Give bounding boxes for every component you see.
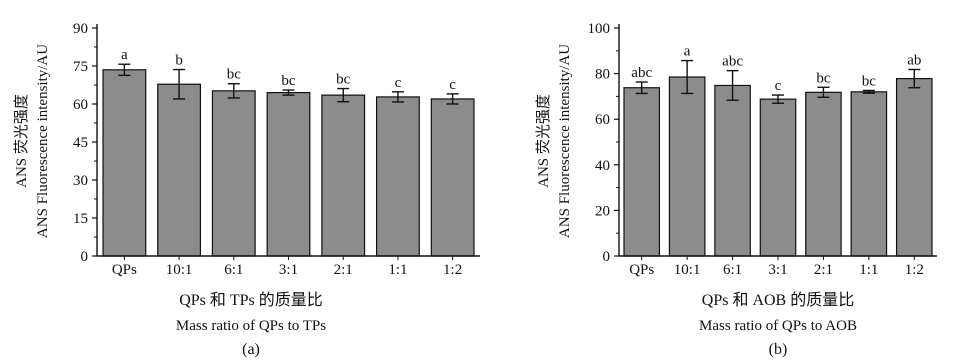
significance-label: bc [862, 73, 877, 89]
x-tick-label: 1:1 [388, 262, 407, 278]
significance-label: abc [722, 54, 743, 70]
x-tick-label: QPs [112, 262, 137, 278]
y-tick-label: 45 [73, 135, 88, 151]
x-tick-label: 2:1 [334, 262, 353, 278]
bar-group [102, 69, 475, 257]
significance-label: b [175, 53, 183, 69]
bar [714, 84, 751, 257]
bar-group [623, 76, 933, 257]
bar [895, 78, 933, 257]
bar [157, 83, 202, 257]
significance-label: bc [227, 67, 242, 83]
bar [430, 98, 475, 257]
significance-label: bc [336, 72, 351, 88]
y-tick-label: 60 [73, 97, 88, 113]
x-tick-label: 1:2 [443, 262, 462, 278]
y-axis-label-cn: ANS 荧光强度 [13, 94, 30, 188]
x-tick-label: 10:1 [166, 262, 193, 278]
chart-panel-a: a b bc bc bc c c 0 15 30 45 60 75 90 QPs 10:1 6:1 3:1 2:… [13, 21, 480, 358]
x-tick-group: QPs 10:1 6:1 3:1 2:1 1:1 1:2 [112, 256, 462, 278]
y-axis-label-en: ANS Fluorescence intensity/AU [557, 44, 573, 238]
y-tick-group: 0 20 40 60 80 100 [588, 21, 619, 265]
bar [211, 90, 256, 257]
significance-label: a [684, 44, 691, 60]
error-bar-group [118, 63, 459, 105]
y-tick-label: 60 [595, 112, 610, 128]
error-bar-group [635, 59, 921, 104]
x-axis-label-cn: QPs 和 AOB 的质量比 [702, 291, 854, 309]
x-tick-group: QPs 10:1 6:1 3:1 2:1 1:1 1:2 [629, 256, 924, 278]
significance-label: a [121, 47, 128, 63]
x-axis-label-en: Mass ratio of QPs to TPs [176, 318, 326, 334]
significance-label-group: abc a abc c bc bc ab [631, 44, 921, 94]
y-tick-label: 0 [81, 249, 89, 265]
x-tick-label: 2:1 [814, 262, 833, 278]
x-tick-label: 1:1 [859, 262, 878, 278]
x-tick-label: 3:1 [768, 262, 787, 278]
x-axis-label-en: Mass ratio of QPs to AOB [699, 318, 857, 334]
x-tick-label: 6:1 [723, 262, 742, 278]
significance-label: bc [816, 70, 831, 86]
significance-label-group: a b bc bc bc c c [121, 47, 456, 93]
x-axis-label-cn: QPs 和 TPs 的质量比 [179, 291, 323, 309]
bar [759, 98, 797, 257]
y-axis-label-cn: ANS 荧光强度 [535, 94, 552, 188]
y-tick-label: 90 [73, 21, 88, 37]
panel-label-b: (b) [769, 341, 788, 358]
y-tick-label: 40 [595, 158, 610, 174]
x-tick-label: 6:1 [224, 262, 243, 278]
bar [102, 69, 147, 257]
bar [266, 91, 311, 257]
chart-panel-b: abc a abc c bc bc ab 0 20 40 60 80 100 QPs 10:1 6:1 3:… [535, 21, 937, 358]
bar [321, 94, 366, 257]
bar [850, 91, 888, 257]
x-tick-label: 3:1 [279, 262, 298, 278]
bar [668, 76, 706, 257]
y-tick-label: 80 [595, 67, 610, 83]
y-tick-label: 30 [73, 173, 88, 189]
bar [375, 96, 420, 257]
y-tick-label: 15 [73, 211, 88, 227]
significance-label: c [775, 78, 782, 94]
y-tick-group: 0 15 30 45 60 75 90 [73, 21, 97, 265]
bar [805, 91, 842, 257]
x-tick-label: QPs [629, 262, 654, 278]
y-tick-label: 20 [595, 203, 610, 219]
bar [623, 87, 661, 257]
x-tick-label: 1:2 [905, 262, 924, 278]
y-tick-label: 100 [588, 21, 611, 37]
significance-label: c [449, 77, 456, 93]
significance-label: c [395, 75, 402, 91]
significance-label: abc [631, 65, 652, 81]
significance-label: ab [907, 52, 921, 68]
y-tick-label: 75 [73, 59, 88, 75]
significance-label: bc [281, 73, 296, 89]
panel-label-a: (a) [242, 341, 260, 358]
x-tick-label: 10:1 [674, 262, 701, 278]
y-axis-label-en: ANS Fluorescence intensity/AU [35, 44, 51, 238]
y-tick-label: 0 [603, 249, 611, 265]
